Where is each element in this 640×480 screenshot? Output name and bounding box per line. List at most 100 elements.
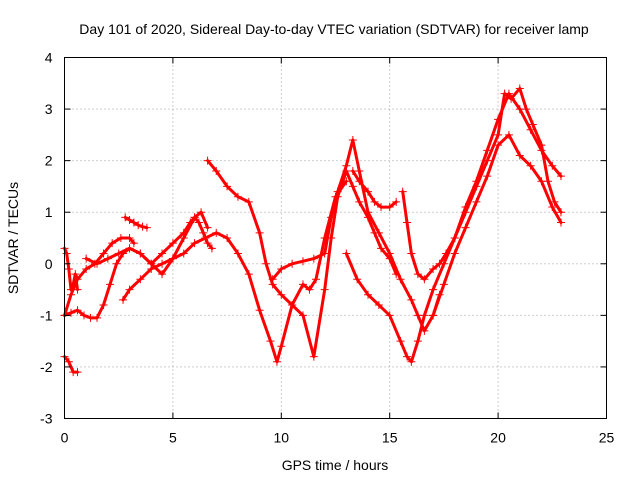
data-series <box>121 213 151 232</box>
data-point <box>82 254 91 263</box>
data-point <box>461 208 470 217</box>
data-point <box>142 223 151 232</box>
data-point <box>138 222 147 231</box>
data-point <box>377 244 386 253</box>
data-point <box>461 223 470 232</box>
y-tick-label: -3 <box>40 411 53 427</box>
data-point <box>288 259 297 268</box>
data-point <box>190 213 199 222</box>
data-point <box>116 234 125 242</box>
data-point <box>550 197 559 206</box>
series-trace <box>344 92 563 364</box>
data-point <box>168 254 177 263</box>
data-point <box>67 308 76 317</box>
data-point <box>212 166 221 175</box>
data-point <box>129 218 138 227</box>
data-series <box>203 156 401 361</box>
data-point <box>548 203 557 212</box>
data-point <box>255 306 264 315</box>
data-point <box>429 285 438 294</box>
series-trace <box>431 133 563 317</box>
data-point <box>125 215 134 224</box>
data-point <box>288 301 297 310</box>
data-point <box>507 94 516 103</box>
data-point <box>515 84 524 93</box>
data-point <box>364 208 373 217</box>
y-tick-label: 3 <box>45 101 53 117</box>
data-point <box>500 89 509 98</box>
data-point <box>272 357 281 366</box>
data-point <box>556 218 565 227</box>
data-point <box>114 249 123 258</box>
data-point <box>201 234 210 242</box>
data-point <box>429 311 438 320</box>
x-tick-label: 25 <box>599 430 615 446</box>
data-point <box>407 249 416 258</box>
data-point <box>125 244 134 253</box>
data-point <box>355 177 364 186</box>
data-point <box>385 311 394 320</box>
data-point <box>73 285 82 294</box>
data-point <box>298 311 307 320</box>
data-point <box>73 306 82 315</box>
data-point <box>158 249 167 258</box>
data-point <box>136 275 145 284</box>
data-point <box>82 264 91 273</box>
data-point <box>494 141 503 150</box>
data-point <box>385 249 394 258</box>
y-tick-label: 4 <box>45 50 53 66</box>
data-series <box>60 234 138 320</box>
data-point <box>71 270 80 279</box>
data-point <box>194 218 203 227</box>
data-point <box>515 151 524 160</box>
data-point <box>342 161 351 170</box>
data-point <box>483 156 492 165</box>
data-point <box>504 130 513 139</box>
data-point <box>429 264 438 273</box>
data-series <box>60 352 82 377</box>
data-point <box>385 203 394 212</box>
data-point <box>420 311 429 320</box>
data-point <box>398 187 407 196</box>
x-tick-label: 20 <box>490 430 506 446</box>
series-trace <box>271 138 442 333</box>
chart-title: Day 101 of 2020, Sidereal Day-to-day VTE… <box>79 21 589 37</box>
data-series <box>398 84 565 284</box>
data-point <box>374 301 383 310</box>
data-point <box>472 182 481 191</box>
data-point <box>64 264 73 273</box>
data-point <box>342 249 351 258</box>
data-point <box>112 259 121 268</box>
y-tick-label: 2 <box>45 153 53 169</box>
data-point <box>364 290 373 299</box>
data-point <box>158 270 167 279</box>
data-point <box>244 270 253 279</box>
data-point <box>197 208 206 217</box>
data-point <box>179 234 188 242</box>
data-point <box>556 208 565 217</box>
plot-frame <box>64 57 607 419</box>
data-point <box>103 254 112 263</box>
data-point <box>203 239 212 248</box>
data-point <box>537 177 546 186</box>
data-point <box>125 285 134 294</box>
data-point <box>348 166 357 175</box>
data-point <box>364 187 373 196</box>
data-series <box>82 208 212 279</box>
data-point <box>450 249 459 258</box>
data-point <box>129 239 138 248</box>
data-point <box>277 264 286 273</box>
data-point <box>121 213 130 222</box>
data-point <box>179 249 188 258</box>
data-point <box>413 337 422 346</box>
data-point <box>413 270 422 279</box>
data-point <box>439 280 448 289</box>
data-point <box>119 295 128 304</box>
data-point <box>99 249 108 258</box>
x-tick-label: 15 <box>382 430 398 446</box>
data-point <box>420 275 429 284</box>
data-point <box>158 259 167 268</box>
data-series <box>348 166 401 212</box>
data-point <box>223 182 232 191</box>
